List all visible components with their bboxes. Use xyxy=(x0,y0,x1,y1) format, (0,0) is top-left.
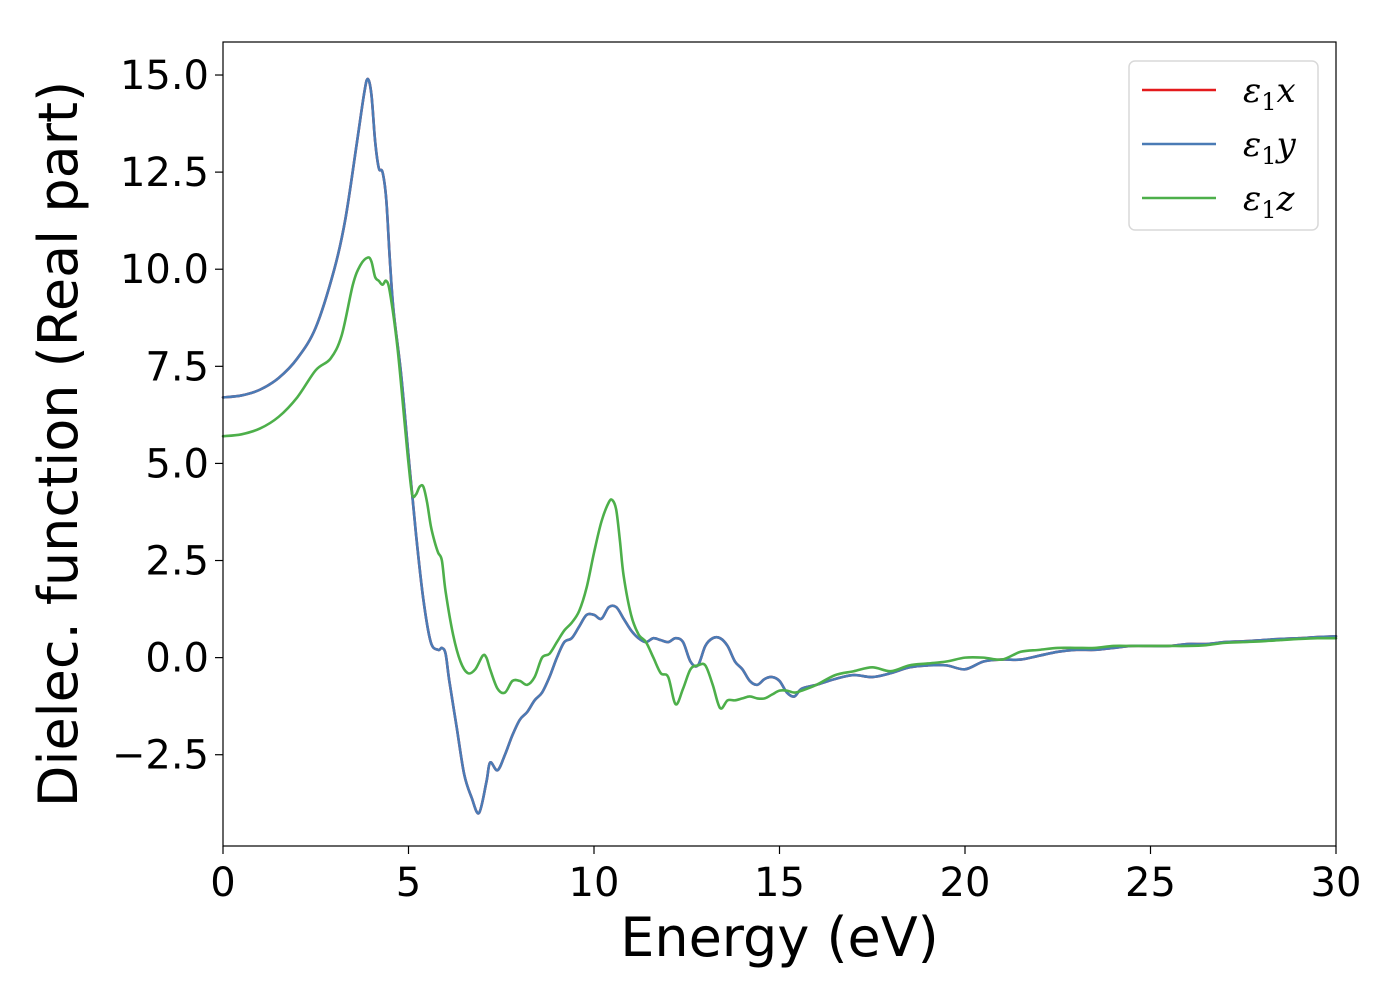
x-tick-label: 0 xyxy=(210,860,235,906)
series-line-3 xyxy=(221,256,1338,710)
y-tick-label: 5.0 xyxy=(145,441,209,487)
y-tick-label: 2.5 xyxy=(145,539,209,585)
y-tick-label: −2.5 xyxy=(112,733,209,779)
legend-box xyxy=(1128,60,1319,231)
y-axis: −2.5 0.0 2.5 5.0 7.5 10.0 12.5 15.0 xyxy=(112,53,223,779)
x-tick-label: 25 xyxy=(1125,860,1176,906)
x-tick-label: 5 xyxy=(396,860,421,906)
legend-label: ε1y xyxy=(1243,125,1297,170)
legend-label: ε1x xyxy=(1243,71,1296,116)
y-tick-label: 10.0 xyxy=(120,247,209,293)
series-layer xyxy=(221,77,1338,815)
x-tick-label: 15 xyxy=(754,860,805,906)
y-tick-label: 7.5 xyxy=(145,344,209,390)
x-tick-label: 30 xyxy=(1311,860,1362,906)
y-tick-label: 0.0 xyxy=(145,636,209,682)
y-tick-label: 12.5 xyxy=(120,150,209,196)
x-tick-label: 10 xyxy=(569,860,620,906)
legend: ε1x ε1y ε1z xyxy=(1128,60,1319,231)
y-axis-title: Dielec. function (Real part) xyxy=(27,81,90,807)
x-tick-label: 20 xyxy=(940,860,991,906)
y-tick-label: 15.0 xyxy=(120,53,209,99)
legend-label: ε1z xyxy=(1243,179,1296,224)
x-axis: 0 5 10 15 20 25 30 xyxy=(210,846,1361,906)
x-axis-title: Energy (eV) xyxy=(620,906,939,969)
